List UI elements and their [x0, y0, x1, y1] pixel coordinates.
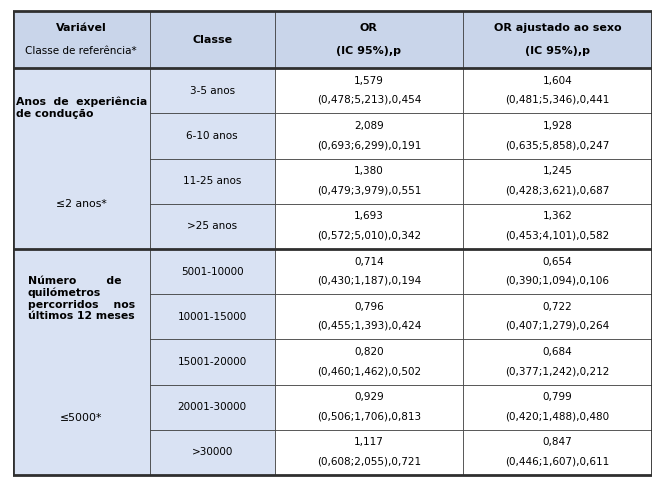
Text: (0,453;4,101),0,582: (0,453;4,101),0,582	[505, 230, 609, 241]
Text: (0,420;1,488),0,480: (0,420;1,488),0,480	[505, 411, 609, 421]
Bar	[275, 158, 463, 204]
Text: 0,722: 0,722	[543, 302, 572, 312]
Text: 10001-15000: 10001-15000	[178, 312, 247, 322]
Text: (0,481;5,346),0,441: (0,481;5,346),0,441	[505, 95, 609, 105]
Bar	[463, 113, 652, 158]
Text: 0,684: 0,684	[543, 347, 572, 357]
Bar	[12, 249, 150, 475]
Bar	[463, 339, 652, 384]
Bar	[150, 68, 275, 113]
Text: (0,407;1,279),0,264: (0,407;1,279),0,264	[505, 321, 609, 331]
Text: (0,608;2,055),0,721: (0,608;2,055),0,721	[317, 456, 421, 467]
Bar	[150, 339, 275, 384]
Bar	[12, 68, 150, 249]
Bar	[463, 158, 652, 204]
Text: >30000: >30000	[191, 447, 233, 457]
Bar	[275, 11, 463, 68]
Text: 11-25 anos: 11-25 anos	[183, 176, 242, 186]
Text: (0,693;6,299),0,191: (0,693;6,299),0,191	[317, 140, 421, 150]
Bar	[275, 249, 463, 294]
Text: 3-5 anos: 3-5 anos	[190, 86, 235, 96]
Text: 1,928: 1,928	[543, 121, 572, 131]
Text: (0,446;1,607),0,611: (0,446;1,607),0,611	[505, 456, 609, 467]
Text: (0,635;5,858),0,247: (0,635;5,858),0,247	[505, 140, 609, 150]
Bar	[275, 113, 463, 158]
Text: (0,478;5,213),0,454: (0,478;5,213),0,454	[317, 95, 421, 105]
Text: (0,390;1,094),0,106: (0,390;1,094),0,106	[505, 276, 609, 286]
Text: (0,460;1,462),0,502: (0,460;1,462),0,502	[317, 366, 421, 376]
Text: Classe: Classe	[192, 35, 232, 45]
Bar	[463, 204, 652, 249]
Text: OR ajustado ao sexo: OR ajustado ao sexo	[494, 23, 621, 33]
Text: 2,089: 2,089	[354, 121, 384, 131]
Text: 0,796: 0,796	[354, 302, 384, 312]
Text: 6-10 anos: 6-10 anos	[187, 131, 238, 141]
Bar	[275, 339, 463, 384]
Text: (IC 95%),p: (IC 95%),p	[336, 46, 402, 56]
Text: 1,117: 1,117	[354, 437, 384, 448]
Text: ≤2 anos*: ≤2 anos*	[56, 199, 106, 209]
Bar	[150, 204, 275, 249]
Text: 20001-30000: 20001-30000	[178, 402, 247, 412]
Bar	[463, 11, 652, 68]
Text: 15001-20000: 15001-20000	[178, 357, 247, 367]
Text: 0,654: 0,654	[543, 257, 572, 267]
Text: >25 anos: >25 anos	[187, 222, 237, 231]
Bar	[275, 294, 463, 339]
Bar	[275, 68, 463, 113]
Bar	[150, 113, 275, 158]
Bar	[12, 11, 150, 68]
Text: 0,929: 0,929	[354, 392, 384, 402]
Bar	[463, 430, 652, 475]
Bar	[463, 384, 652, 430]
Bar	[150, 294, 275, 339]
Text: 0,714: 0,714	[354, 257, 384, 267]
Bar	[150, 384, 275, 430]
Bar	[150, 430, 275, 475]
Text: 1,245: 1,245	[543, 166, 572, 176]
Text: (0,428;3,621),0,687: (0,428;3,621),0,687	[505, 185, 609, 195]
Text: (0,572;5,010),0,342: (0,572;5,010),0,342	[317, 230, 421, 241]
Text: Variável: Variável	[56, 23, 106, 33]
Bar	[150, 158, 275, 204]
Bar	[463, 294, 652, 339]
Bar	[150, 249, 275, 294]
Text: Número        de
quilómetros
percorridos    nos
últimos 12 meses: Número de quilómetros percorridos nos úl…	[27, 276, 135, 321]
Text: 1,604: 1,604	[543, 76, 572, 86]
Bar	[275, 204, 463, 249]
Text: 1,380: 1,380	[354, 166, 384, 176]
Text: 0,847: 0,847	[543, 437, 572, 448]
Text: 1,362: 1,362	[543, 211, 572, 222]
Bar	[463, 68, 652, 113]
Text: (0,430;1,187),0,194: (0,430;1,187),0,194	[317, 276, 421, 286]
Text: 1,693: 1,693	[354, 211, 384, 222]
Text: 0,820: 0,820	[354, 347, 384, 357]
Text: ≤5000*: ≤5000*	[60, 414, 103, 423]
Bar	[275, 430, 463, 475]
Text: 5001-10000: 5001-10000	[181, 267, 244, 277]
Text: (0,506;1,706),0,813: (0,506;1,706),0,813	[317, 411, 421, 421]
Text: 0,799: 0,799	[543, 392, 572, 402]
Text: (0,455;1,393),0,424: (0,455;1,393),0,424	[317, 321, 421, 331]
Bar	[150, 11, 275, 68]
Text: (IC 95%),p: (IC 95%),p	[525, 46, 590, 56]
Bar	[463, 249, 652, 294]
Text: Anos  de  experiência
de condução: Anos de experiência de condução	[16, 97, 147, 119]
Text: OR: OR	[360, 23, 378, 33]
Text: 1,579: 1,579	[354, 76, 384, 86]
Text: (0,479;3,979),0,551: (0,479;3,979),0,551	[317, 185, 421, 195]
Text: Classe de referência*: Classe de referência*	[25, 46, 137, 56]
Text: (0,377;1,242),0,212: (0,377;1,242),0,212	[505, 366, 609, 376]
Bar	[275, 384, 463, 430]
